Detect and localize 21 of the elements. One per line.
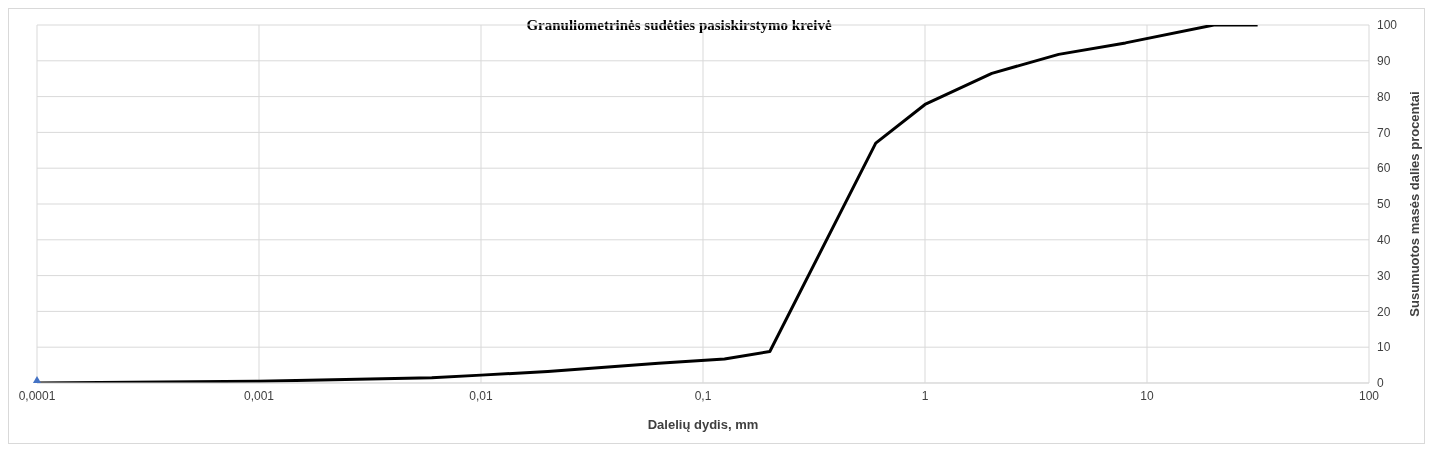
x-tick-label: 0,0001 (18, 388, 56, 403)
x-tick-label: 100 (1358, 388, 1380, 403)
x-axis-title: Dalelių dydis, mm (647, 417, 759, 432)
y-tick-label: 50 (1377, 197, 1391, 212)
x-tick-label: 10 (1140, 388, 1154, 403)
y-tick-label: 90 (1377, 54, 1391, 69)
x-tick-label: 0,01 (469, 388, 493, 403)
x-tick-label: 0,1 (694, 388, 712, 403)
chart-title: Granuliometrinės sudėties pasiskirstymo kreivė (525, 17, 833, 34)
y-tick-label: 70 (1377, 125, 1391, 140)
y-tick-label: 30 (1377, 268, 1391, 283)
x-tick-label: 0,001 (243, 388, 275, 403)
y-tick-label: 100 (1377, 18, 1398, 33)
y-tick-label: 80 (1377, 89, 1391, 104)
y-tick-label: 0 (1377, 376, 1384, 391)
y-tick-label: 20 (1377, 304, 1391, 319)
x-tick-label: 1 (921, 388, 929, 403)
y-tick-label: 10 (1377, 340, 1391, 355)
y-tick-label: 40 (1377, 233, 1391, 248)
y-axis-title: Susumuotos masės dalies procentai (1406, 91, 1422, 317)
y-tick-label: 60 (1377, 161, 1391, 176)
